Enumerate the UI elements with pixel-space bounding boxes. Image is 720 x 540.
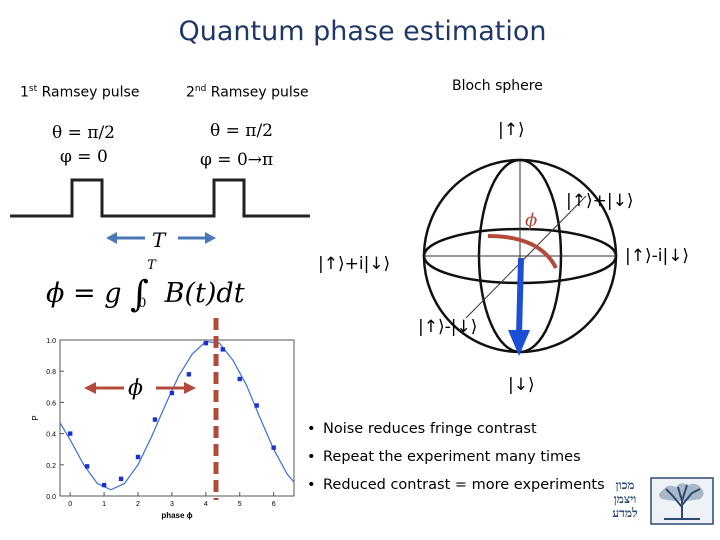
bullet-item: Reduced contrast = more experiments	[307, 474, 605, 502]
duration-arrowhead-right	[205, 232, 216, 244]
y-axis-label: P	[31, 415, 40, 420]
second-pulse-phi: φ = 0→π	[200, 150, 274, 170]
state-vector	[516, 257, 524, 336]
phase-arrowhead-left	[84, 382, 96, 394]
fringe-phase-symbol: ϕ	[128, 376, 143, 401]
x-tick-label: 3	[170, 501, 174, 508]
first-pulse-phi: φ = 0	[60, 147, 108, 167]
data-point	[220, 347, 225, 352]
bloch-sphere-title: Bloch sphere	[452, 78, 543, 94]
first-pulse-number: 1	[20, 84, 29, 101]
data-point	[67, 431, 73, 436]
second-pulse-number: 2	[186, 84, 195, 101]
first-pulse-ordinal: st	[28, 84, 38, 94]
ket-right-label: |↑⟩+|↓⟩	[566, 191, 634, 211]
integral-sign: ∫	[130, 274, 149, 315]
x-tick-label: 5	[238, 501, 242, 508]
x-tick-label: 1	[102, 501, 106, 508]
data-point	[203, 340, 209, 346]
data-point	[254, 403, 259, 408]
second-pulse-text: Ramsey pulse	[206, 84, 309, 101]
y-tick-label: 0.2	[46, 463, 56, 470]
x-tick-label: 0	[68, 501, 72, 508]
data-point	[271, 445, 276, 450]
integral-lower-limit: 0	[138, 296, 147, 311]
y-tick-label: 0.6	[46, 400, 56, 407]
formula-rhs: B(t)dt	[164, 278, 245, 309]
first-ramsey-pulse-label: 1st Ramsey pulse	[20, 84, 139, 101]
integral-upper-limit: T	[147, 258, 156, 273]
formula-lhs: ϕ = g	[46, 278, 122, 309]
data-point	[169, 390, 175, 396]
slide-title: Quantum phase estimation	[178, 16, 547, 47]
state-vector-arrowhead	[508, 330, 530, 356]
second-pulse-theta: θ = π/2	[210, 121, 274, 141]
first-pulse-theta: θ = π/2	[52, 123, 116, 143]
duration-arrowhead-left	[106, 232, 117, 244]
ket-down-label: |↓⟩	[508, 375, 535, 395]
fit-curve	[59, 340, 295, 491]
emblem-foliage	[659, 483, 704, 501]
phase-formula: ϕ = g ∫ T 0 B(t)dt	[46, 258, 245, 315]
y-tick-label: 0.4	[46, 432, 56, 439]
ket-far-right-label: |↑⟩-i|↓⟩	[625, 246, 690, 266]
duration-symbol: T	[152, 228, 166, 252]
bullet-item: Noise reduces fringe contrast	[307, 418, 605, 446]
formula-integral: ∫ T 0	[130, 258, 156, 315]
second-pulse-ordinal: nd	[194, 84, 207, 94]
y-tick-label: 0.0	[46, 494, 56, 501]
x-axis-label: phase ϕ	[161, 511, 192, 520]
data-point	[152, 417, 158, 422]
institute-logo-emblem	[650, 477, 714, 525]
data-point	[84, 464, 90, 469]
data-point	[135, 454, 141, 460]
y-tick-label: 1.0	[46, 338, 56, 345]
x-tick-label: 2	[136, 501, 140, 508]
first-pulse-text: Ramsey pulse	[37, 84, 140, 101]
phase-arc	[487, 234, 558, 269]
phase-arrowhead-right	[184, 382, 196, 394]
logo-hebrew-text: מכון ויצמן למדע	[612, 478, 638, 520]
data-point	[101, 482, 107, 488]
ket-front-label: |↑⟩-|↓⟩	[418, 317, 478, 337]
ket-up-label: |↑⟩	[498, 120, 525, 140]
plot-frame	[59, 339, 295, 497]
bullet-list: Noise reduces fringe contrast Repeat the…	[307, 418, 605, 502]
pulse-train-line	[10, 178, 310, 218]
data-point	[186, 372, 192, 377]
x-tick-label: 6	[272, 501, 276, 508]
data-point	[118, 476, 124, 482]
emblem-tree-icon	[665, 484, 701, 519]
second-ramsey-pulse-label: 2nd Ramsey pulse	[186, 84, 309, 101]
bloch-phase-symbol: ϕ	[525, 210, 538, 231]
data-point	[237, 376, 242, 382]
y-tick-label: 0.8	[46, 369, 56, 376]
bullet-item: Repeat the experiment many times	[307, 446, 605, 474]
x-tick-label: 4	[204, 501, 208, 508]
ket-left-label: |↑⟩+i|↓⟩	[318, 254, 391, 274]
y-axis	[465, 195, 587, 319]
institute-logo-text: מכון ויצמן למדע	[606, 478, 644, 522]
